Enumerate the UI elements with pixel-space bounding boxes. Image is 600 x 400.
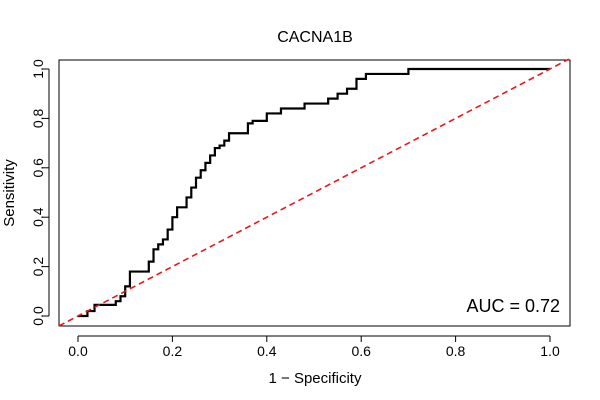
y-axis: 0.0 0.2 0.4 0.6 0.8 1.0 (30, 59, 50, 326)
x-tick-label: 0.4 (257, 343, 277, 359)
y-axis-label: Sensitivity (1, 159, 18, 227)
series-layer (58, 58, 570, 327)
roc-curve-line (78, 67, 550, 318)
x-tick-label: 0.8 (446, 343, 466, 359)
x-tick-label: 1.0 (540, 343, 560, 359)
y-tick-label: 0.6 (30, 158, 46, 178)
reference-diagonal-line (58, 58, 570, 327)
chart-title: CACNA1B (277, 29, 353, 46)
y-tick-label: 1.0 (30, 59, 46, 79)
y-tick-label: 0.2 (30, 257, 46, 277)
x-tick-label: 0.6 (351, 343, 371, 359)
y-tick-label: 0.8 (30, 108, 46, 128)
plot-frame (58, 59, 571, 327)
y-tick-label: 0.4 (30, 207, 46, 227)
y-tick-label: 0.0 (30, 306, 46, 326)
x-tick-label: 0.0 (68, 343, 88, 359)
x-axis: 0.0 0.2 0.4 0.6 0.8 1.0 (68, 335, 560, 359)
x-axis-label: 1 − Specificity (269, 370, 362, 387)
x-tick-label: 0.2 (163, 343, 183, 359)
auc-annotation: AUC = 0.72 (466, 296, 560, 316)
